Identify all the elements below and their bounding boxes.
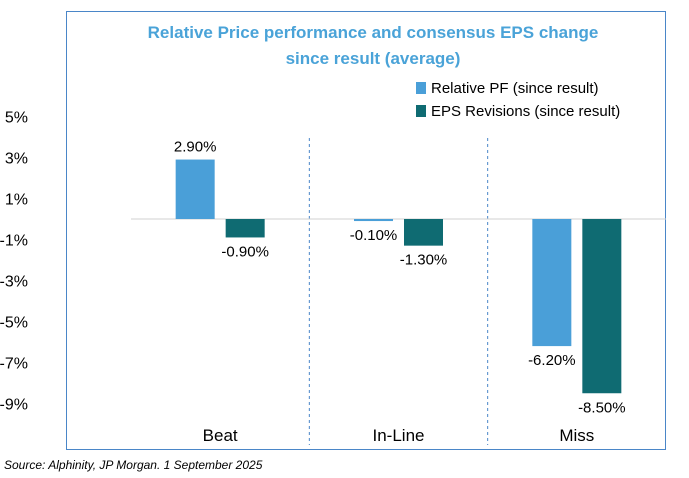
data-label: -1.30%: [400, 252, 448, 269]
data-label: -0.10%: [350, 227, 398, 244]
legend-swatch: [416, 105, 426, 117]
data-label: -0.90%: [221, 243, 269, 260]
bars: [175, 159, 622, 394]
y-tick-label: 1%: [5, 192, 28, 209]
category-label: Beat: [203, 426, 238, 445]
bar-relative-pf: [532, 219, 572, 347]
bar-eps-revisions: [582, 219, 622, 394]
bar-eps-revisions: [404, 219, 443, 246]
y-axis-ticks: 5% 3% 1% -1% -3% -5% -7% -9%: [0, 110, 28, 414]
data-labels: 2.90% -0.90% -0.10%-1.30% -6.20% -8.50%: [174, 139, 626, 417]
y-tick-label: -7%: [0, 356, 28, 373]
bar-relative-pf: [354, 219, 393, 222]
y-tick-label: -9%: [0, 397, 28, 414]
y-tick-label: 5%: [5, 110, 28, 127]
y-tick-label: -3%: [0, 274, 28, 291]
legend: Relative PF (since result) EPS Revisions …: [416, 80, 620, 120]
bar-relative-pf: [175, 159, 215, 219]
category-separators: [308, 138, 489, 445]
chart-title-line: since result (average): [286, 49, 461, 68]
legend-swatch: [416, 82, 426, 94]
y-tick-label: -1%: [0, 233, 28, 250]
source-note: Source: Alphinity, JP Morgan. 1 Septembe…: [4, 458, 263, 472]
category-label: In-Line: [373, 426, 425, 445]
y-tick-label: -5%: [0, 315, 28, 332]
x-axis-categories: Beat In-Line Miss: [203, 426, 595, 445]
data-label: -8.50%: [578, 399, 626, 416]
legend-label: Relative PF (since result): [431, 80, 599, 97]
data-label: -6.20%: [528, 352, 576, 369]
category-label: Miss: [559, 426, 594, 445]
legend-label: EPS Revisions (since result): [431, 103, 620, 120]
y-tick-label: 3%: [5, 151, 28, 168]
bar-eps-revisions: [225, 219, 265, 238]
chart-title: Relative Price performance and consensus…: [148, 23, 599, 68]
chart-title-line: Relative Price performance and consensus…: [148, 23, 599, 42]
data-label: 2.90%: [174, 139, 217, 156]
